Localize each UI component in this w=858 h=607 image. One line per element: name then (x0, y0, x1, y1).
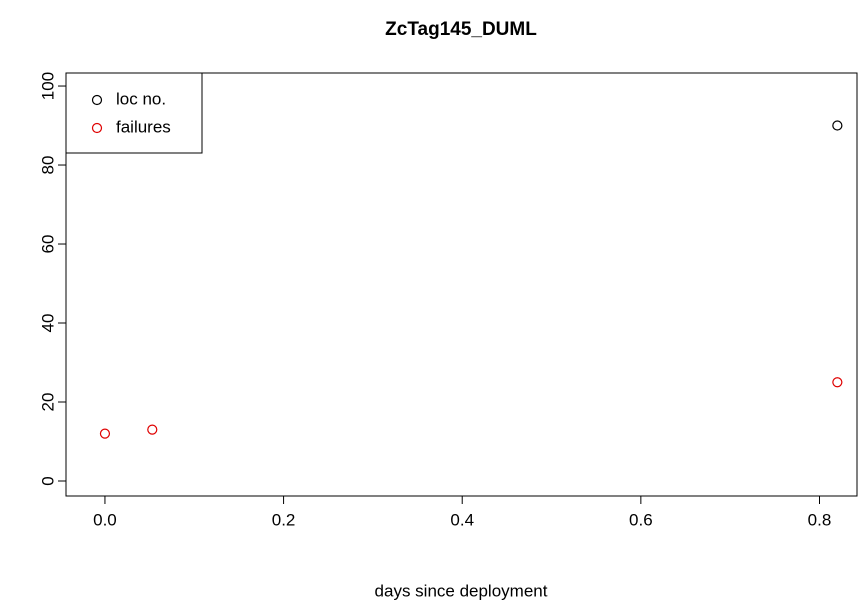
x-axis-label: days since deployment (375, 581, 548, 600)
legend-label: loc no. (116, 89, 166, 108)
legend-box (65, 72, 203, 154)
legend-symbol (91, 94, 103, 106)
y-tick-label: 0 (38, 476, 57, 485)
chart-title: ZcTag145_DUML (385, 19, 537, 40)
y-tick-label: 80 (38, 156, 57, 175)
y-tick-label: 60 (38, 235, 57, 254)
legend-symbol (91, 122, 103, 134)
y-tick-label: 100 (38, 72, 57, 100)
x-tick-label: 0.2 (272, 510, 296, 529)
point (99, 428, 111, 439)
x-tick-label: 0.8 (808, 510, 832, 529)
point (832, 120, 843, 131)
point (147, 424, 158, 435)
y-tick-label: 20 (38, 393, 57, 412)
y-tick-label: 40 (38, 314, 57, 333)
x-tick-label: 0.0 (93, 510, 117, 529)
point (832, 377, 843, 388)
x-tick-label: 0.4 (450, 510, 474, 529)
legend-label: failures (116, 117, 171, 136)
x-tick-label: 0.6 (629, 510, 653, 529)
